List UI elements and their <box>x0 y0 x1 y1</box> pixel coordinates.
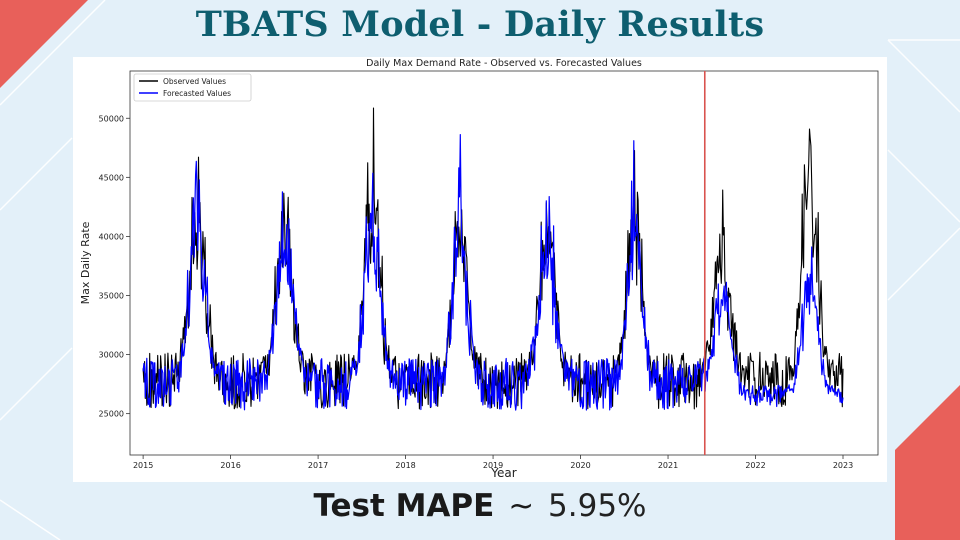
legend-box <box>133 73 252 102</box>
metric-separator: ~ <box>508 488 535 524</box>
x-axis-label: Year <box>490 466 516 480</box>
y-tick-label: 40000 <box>99 232 124 241</box>
legend-label-forecast: Forecasted Values <box>163 89 231 98</box>
x-tick-label: 2023 <box>833 461 853 470</box>
metric-label: Test MAPE <box>313 488 495 524</box>
legend: Observed Values Forecasted Values <box>133 73 252 102</box>
deco-line <box>0 499 61 540</box>
corner-triangle-top-left <box>0 0 88 88</box>
chart-card: Daily Max Demand Rate - Observed vs. For… <box>73 57 887 482</box>
y-tick-label: 25000 <box>99 410 124 419</box>
deco-line <box>0 137 73 211</box>
deco-line <box>887 149 960 223</box>
series-line-forecast <box>142 134 844 411</box>
y-tick-label: 35000 <box>99 291 124 300</box>
deco-line <box>887 39 960 113</box>
series-layer <box>142 107 844 411</box>
metric-line: Test MAPE ~ 5.95% <box>0 488 960 524</box>
y-tick-label: 50000 <box>99 114 124 123</box>
deco-line <box>0 347 73 421</box>
x-tick-label: 2022 <box>745 461 765 470</box>
x-tick-label: 2017 <box>308 461 328 470</box>
x-tick-label: 2019 <box>483 461 503 470</box>
y-tick-label: 30000 <box>99 351 124 360</box>
legend-label-observed: Observed Values <box>163 77 226 86</box>
x-tick-label: 2016 <box>220 461 240 470</box>
x-tick-label: 2015 <box>133 461 153 470</box>
plot-area <box>129 70 879 456</box>
deco-line <box>0 0 106 106</box>
y-axis-label: Max Daily Rate <box>79 221 92 304</box>
slide-title: TBATS Model - Daily Results <box>195 4 765 45</box>
x-tick-label: 2018 <box>395 461 415 470</box>
metric-value: 5.95% <box>548 488 647 524</box>
corner-triangle-bottom-right <box>895 385 960 540</box>
deco-line <box>887 227 960 301</box>
x-axis: 2015 2016 2017 2018 2019 2020 2021 2022 2023 <box>133 455 853 470</box>
x-tick-label: 2021 <box>658 461 678 470</box>
line-chart: Daily Max Demand Rate - Observed vs. For… <box>79 58 879 480</box>
x-tick-label: 2020 <box>570 461 590 470</box>
chart-title: Daily Max Demand Rate - Observed vs. For… <box>366 58 642 69</box>
y-tick-label: 45000 <box>99 173 124 182</box>
y-axis: 25000 30000 35000 40000 45000 50000 <box>99 114 130 419</box>
